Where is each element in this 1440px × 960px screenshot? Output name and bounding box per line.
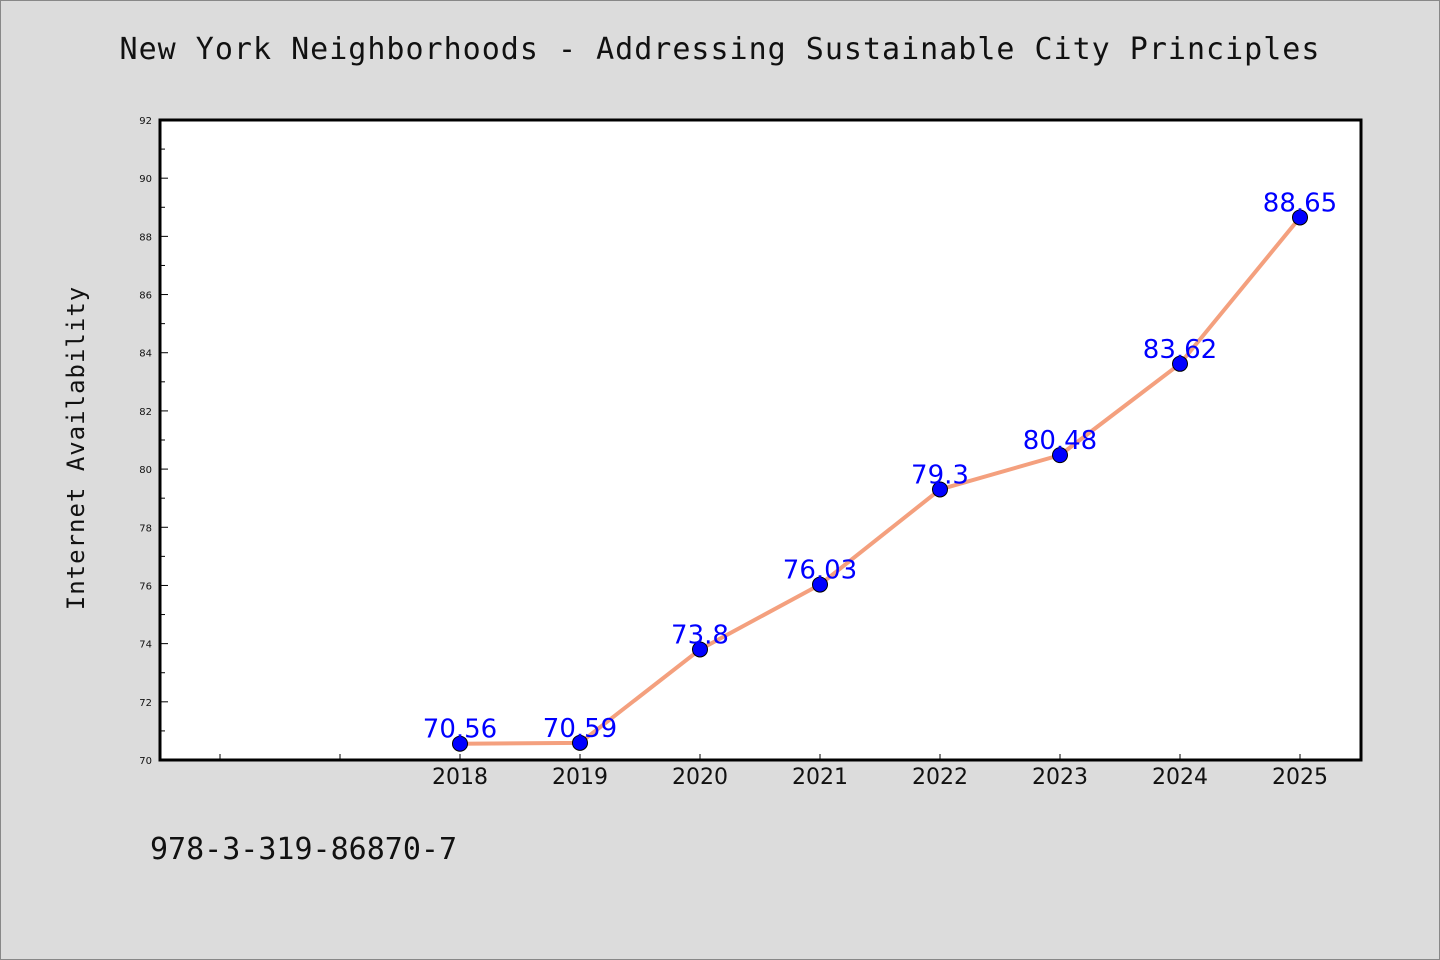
data-label: 70.56 [423,715,497,745]
footer-code: 978-3-319-86870-7 [150,832,458,867]
markers [452,209,1308,752]
x-tick-label: 2021 [792,765,848,790]
y-tick-label: 90 [139,174,152,185]
y-axis: 70 72 74 76 78 80 82 84 86 88 90 92 [139,116,168,767]
y-tick-label: 70 [139,756,152,767]
data-label: 83.62 [1143,335,1217,365]
y-tick-label: 76 [139,581,152,592]
data-label: 76.03 [783,556,857,586]
data-point [452,735,468,752]
x-tick-label: 2025 [1272,765,1328,790]
data-label: 88.65 [1263,188,1337,218]
y-tick-label: 74 [139,640,152,651]
y-tick-label: 82 [139,407,152,418]
y-tick-label: 92 [139,116,152,127]
x-tick-label: 2023 [1032,765,1088,790]
x-tick-label: 2018 [432,765,488,790]
chart-title: New York Neighborhoods - Addressing Sust… [119,32,1321,67]
data-point [692,641,708,658]
data-labels: 70.56 70.59 73.8 76.03 79.3 80.48 83.62 88.65 [423,188,1337,744]
plot-area [158,118,1363,762]
y-tick-label: 86 [139,291,152,302]
data-point [1172,355,1188,372]
data-point [1052,447,1068,464]
series-line [459,216,1302,746]
data-point [1292,209,1308,226]
x-tick-label: 2024 [1152,765,1208,790]
data-point [572,734,588,751]
data-label: 73.8 [671,620,729,650]
y-tick-label: 72 [139,698,152,709]
data-label: 70.59 [543,714,617,744]
y-tick-label: 88 [139,232,152,243]
data-label: 80.48 [1023,426,1097,456]
x-tick-label: 2020 [672,765,728,790]
data-label: 79.3 [911,460,969,490]
x-tick-label: 2019 [552,765,608,790]
data-point [812,576,828,593]
y-tick-label: 78 [139,523,152,534]
y-tick-label: 80 [139,465,152,476]
y-tick-label: 84 [139,349,152,360]
data-point [932,481,948,498]
x-tick-label: 2022 [912,765,968,790]
x-axis: 2018 2019 2020 2021 2022 2023 2024 2025 [219,754,1328,790]
